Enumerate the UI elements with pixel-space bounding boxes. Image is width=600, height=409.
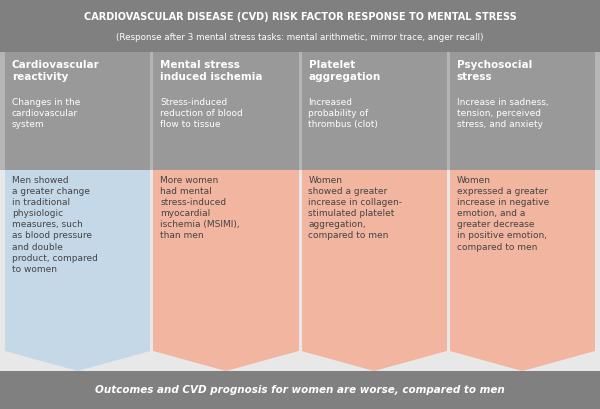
- Bar: [153, 52, 299, 170]
- Text: Changes in the
cardiovascular
system: Changes in the cardiovascular system: [12, 98, 80, 129]
- Text: Psychosocial
stress: Psychosocial stress: [457, 60, 532, 82]
- Bar: [0, 52, 600, 170]
- Text: Outcomes and CVD prognosis for women are worse, compared to men: Outcomes and CVD prognosis for women are…: [95, 385, 505, 395]
- Text: Platelet
aggregation: Platelet aggregation: [308, 60, 381, 82]
- Text: Cardiovascular
reactivity: Cardiovascular reactivity: [12, 60, 100, 82]
- Text: More women
had mental
stress-induced
myocardial
ischemia (MSIMI),
than men: More women had mental stress-induced myo…: [160, 176, 240, 240]
- Bar: [450, 52, 595, 170]
- Text: Mental stress
induced ischemia: Mental stress induced ischemia: [160, 60, 263, 82]
- Polygon shape: [5, 351, 150, 371]
- Bar: [302, 52, 447, 170]
- Text: CARDIOVASCULAR DISEASE (CVD) RISK FACTOR RESPONSE TO MENTAL STRESS: CARDIOVASCULAR DISEASE (CVD) RISK FACTOR…: [83, 12, 517, 22]
- Bar: [5, 52, 150, 170]
- Bar: [0, 371, 600, 409]
- Bar: [5, 170, 150, 351]
- Text: Stress-induced
reduction of blood
flow to tissue: Stress-induced reduction of blood flow t…: [160, 98, 243, 129]
- Bar: [302, 170, 447, 351]
- Text: Men showed
a greater change
in traditional
physiologic
measures, such
as blood p: Men showed a greater change in tradition…: [12, 176, 98, 274]
- Text: Increase in sadness,
tension, perceived
stress, and anxiety: Increase in sadness, tension, perceived …: [457, 98, 548, 129]
- Polygon shape: [302, 351, 447, 371]
- Bar: [0, 0, 600, 52]
- Text: Increased
probability of
thrombus (clot): Increased probability of thrombus (clot): [308, 98, 379, 129]
- Text: (Response after 3 mental stress tasks: mental arithmetic, mirror trace, anger re: (Response after 3 mental stress tasks: m…: [116, 34, 484, 43]
- Text: Women
expressed a greater
increase in negative
emotion, and a
greater decrease
i: Women expressed a greater increase in ne…: [457, 176, 549, 252]
- Bar: [450, 170, 595, 351]
- Polygon shape: [450, 351, 595, 371]
- Bar: [153, 170, 299, 351]
- Polygon shape: [153, 351, 299, 371]
- Text: Women
showed a greater
increase in collagen-
stimulated platelet
aggregation,
co: Women showed a greater increase in colla…: [308, 176, 403, 240]
